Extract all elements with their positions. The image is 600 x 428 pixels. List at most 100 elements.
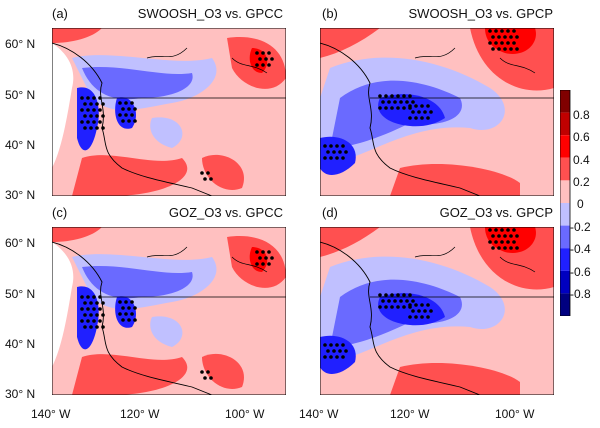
significance-dot — [494, 240, 498, 244]
significance-dot — [509, 246, 513, 250]
significance-dot — [491, 234, 495, 238]
significance-dot — [384, 94, 388, 98]
significance-dot — [95, 301, 99, 305]
significance-dot — [408, 303, 412, 307]
contour-region — [82, 66, 193, 100]
significance-dot — [378, 94, 382, 98]
significance-dot — [488, 41, 492, 45]
significance-dot — [86, 319, 90, 323]
significance-dot — [497, 47, 501, 51]
coastline — [320, 42, 481, 196]
panel-a-tag: (a) — [52, 6, 68, 21]
colorbar-segment — [560, 135, 570, 158]
lon-tick: 140° W — [299, 407, 339, 421]
significance-dot — [92, 96, 96, 100]
significance-dot — [417, 309, 421, 313]
significance-dot — [80, 96, 84, 100]
significance-dot — [86, 295, 90, 299]
significance-dot — [378, 106, 382, 110]
significance-dot — [335, 144, 339, 148]
lake-outline — [414, 47, 536, 74]
significance-dot — [411, 299, 415, 303]
significance-dot — [396, 293, 400, 297]
significance-dot — [341, 144, 345, 148]
significance-dot — [326, 150, 330, 154]
colorbar-segment — [560, 180, 570, 203]
significance-dot — [378, 293, 382, 297]
significance-dot — [323, 156, 327, 160]
significance-dot — [261, 51, 265, 55]
contour-region — [202, 353, 244, 389]
lat-tick: 30° N — [5, 188, 36, 202]
significance-dot — [497, 234, 501, 238]
significance-dot — [80, 120, 84, 124]
panel-c-title: GOZ_O3 vs. GPCC — [168, 205, 283, 220]
significance-dot — [512, 41, 516, 45]
significance-dot — [488, 29, 492, 33]
significance-dot — [206, 370, 210, 374]
significance-dot — [80, 319, 84, 323]
colorbar-segment — [560, 270, 570, 294]
significance-dot — [80, 295, 84, 299]
panel-b-tag: (b) — [322, 6, 338, 21]
significance-dot — [381, 299, 385, 303]
significance-dot — [393, 100, 397, 104]
significance-dot — [89, 325, 93, 329]
map-panel-c — [52, 227, 286, 395]
significance-dot — [124, 312, 128, 316]
significance-dot — [323, 144, 327, 148]
significance-dot — [387, 299, 391, 303]
significance-dot — [503, 47, 507, 51]
contour-region — [320, 136, 356, 175]
significance-dot — [329, 144, 333, 148]
significance-dot — [515, 47, 519, 51]
significance-dot — [326, 349, 330, 353]
contour-region — [320, 28, 380, 58]
significance-dot — [124, 101, 128, 105]
significance-dot — [89, 102, 93, 106]
lake-outline — [146, 246, 268, 273]
contour-region — [52, 28, 102, 43]
significance-dot — [255, 51, 259, 55]
significance-dot — [426, 303, 430, 307]
significance-dot — [127, 119, 131, 123]
significance-dot — [267, 262, 271, 266]
colorbar-frame — [560, 90, 571, 316]
significance-dot — [121, 107, 125, 111]
significance-dot — [332, 150, 336, 154]
contour-region — [485, 227, 536, 253]
contour-region — [77, 87, 99, 151]
lat-tick: 30° N — [5, 387, 36, 401]
significance-dot — [118, 300, 122, 304]
significance-dot — [500, 228, 504, 232]
significance-dot — [488, 228, 492, 232]
significance-dot — [200, 171, 204, 175]
lat-tick: 50° N — [5, 287, 36, 301]
significance-dot — [506, 41, 510, 45]
lat-tick: 50° N — [5, 88, 36, 102]
significance-dot — [411, 110, 415, 114]
significance-dot — [133, 119, 137, 123]
panel-b-title: SWOOSH_O3 vs. GPCP — [408, 6, 553, 21]
significance-dot — [408, 293, 412, 297]
contour-region — [150, 117, 183, 148]
significance-dot — [512, 228, 516, 232]
significance-dot — [405, 299, 409, 303]
colorbar-segment — [560, 248, 570, 271]
significance-dot — [423, 309, 427, 313]
significance-dot — [118, 113, 122, 117]
significance-dot — [98, 319, 102, 323]
lon-tick: 120° W — [390, 407, 430, 421]
lon-tick: 100° W — [495, 407, 535, 421]
significance-dot — [417, 110, 421, 114]
significance-dot — [329, 355, 333, 359]
significance-dot — [426, 104, 430, 108]
significance-dot — [414, 315, 418, 319]
significance-dot — [267, 63, 271, 67]
no-data-area — [52, 43, 74, 168]
significance-dot — [121, 318, 125, 322]
lon-tick: 100° W — [225, 407, 265, 421]
map-panel-b — [320, 28, 554, 196]
contour-region — [72, 354, 188, 395]
panel-a-title: SWOOSH_O3 vs. GPCC — [137, 6, 283, 21]
